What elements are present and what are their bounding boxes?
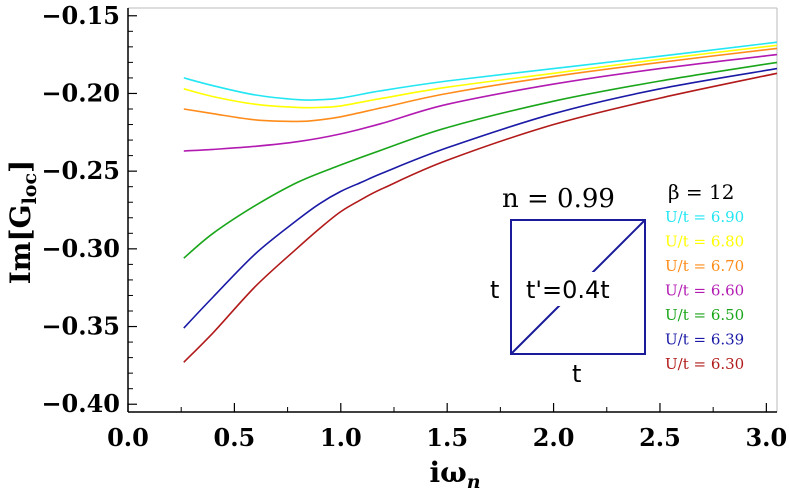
series-group: [183, 41, 778, 363]
x-tick-label: 1.5: [426, 423, 468, 452]
series-line: [183, 41, 778, 101]
lattice-inset: n = 0.99 t t'=0.4t t: [490, 184, 646, 388]
diagonal-label-background: [522, 272, 628, 306]
hopping-side-label: t: [490, 276, 499, 304]
legend-entry: U/t = 6.30: [665, 355, 744, 373]
series-line: [183, 72, 778, 363]
y-tick-label: −0.30: [41, 234, 120, 263]
x-tick-label: 2.0: [533, 423, 575, 452]
diagonal-hopping-label: t'=0.4t: [526, 276, 610, 304]
x-tick-label: 3.0: [745, 423, 787, 452]
legend-entry: U/t = 6.90: [665, 208, 744, 226]
y-axis-label: Im[Gloc]: [4, 160, 41, 285]
y-tick-label: −0.15: [41, 1, 120, 30]
legend-title: β = 12: [668, 180, 734, 204]
x-axis-label: iωn: [429, 456, 480, 493]
legend-entry: U/t = 6.80: [665, 233, 744, 251]
density-label: n = 0.99: [502, 184, 615, 214]
lattice-square: [510, 219, 646, 355]
y-tick-label: −0.25: [41, 156, 120, 185]
x-tick-label: 0.5: [214, 423, 256, 452]
hopping-bottom-label: t: [572, 360, 581, 388]
legend-entry: U/t = 6.39: [665, 331, 744, 349]
y-tick-label: −0.20: [41, 78, 120, 107]
series-line: [183, 53, 778, 152]
legend-entry: U/t = 6.50: [665, 306, 744, 324]
legend-entry: U/t = 6.70: [665, 257, 744, 275]
x-ticks: 0.0 0.5 1.0 1.5 2.0 2.5 3.0: [107, 403, 787, 452]
x-tick-label: 2.5: [639, 423, 681, 452]
y-tick-label: −0.40: [41, 389, 120, 418]
legend-entry: U/t = 6.60: [665, 282, 744, 300]
series-line: [183, 61, 778, 259]
series-line: [183, 67, 778, 329]
plot-frame: [127, 7, 778, 413]
series-line: [183, 44, 778, 109]
series-line: [183, 47, 778, 123]
x-tick-label: 0.0: [107, 423, 149, 452]
y-ticks: −0.15 −0.20 −0.25 −0.30 −0.35 −0.40: [41, 1, 137, 418]
legend: β = 12 U/t = 6.90 U/t = 6.80 U/t = 6.70 U/t…: [665, 180, 744, 373]
y-tick-label: −0.35: [41, 312, 120, 341]
x-tick-label: 1.0: [320, 423, 362, 452]
